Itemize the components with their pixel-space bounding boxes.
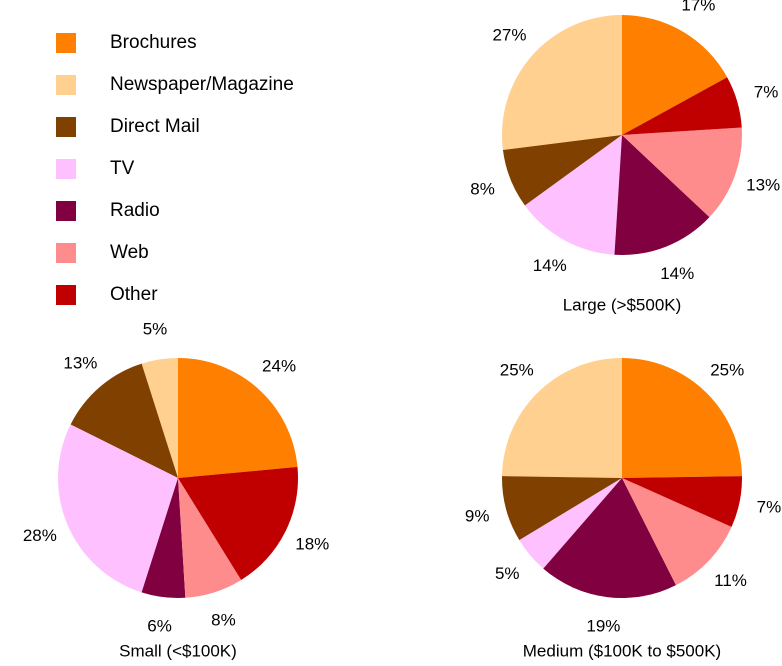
- chart-title: Small (<$100K): [119, 641, 237, 660]
- legend-swatch: [56, 33, 76, 53]
- data-label: 18%: [295, 534, 329, 553]
- data-label: 19%: [586, 616, 620, 635]
- legend-swatch: [56, 159, 76, 179]
- pie-slice: [502, 135, 622, 206]
- pie-slice: [70, 363, 178, 478]
- pie-slice: [622, 478, 732, 586]
- data-label: 25%: [500, 361, 534, 380]
- data-label: 17%: [681, 0, 715, 14]
- legend-swatch: [56, 117, 76, 137]
- legend-swatch: [56, 285, 76, 305]
- legend-swatch: [56, 243, 76, 263]
- pie-slice: [178, 466, 298, 581]
- pie-slice: [141, 358, 178, 478]
- data-label: 5%: [143, 319, 168, 338]
- data-label: 11%: [714, 571, 747, 590]
- pie-slice: [622, 358, 742, 478]
- data-label: 14%: [660, 264, 694, 283]
- legend-label: Radio: [110, 200, 160, 221]
- legend-swatch: [56, 201, 76, 221]
- data-label: 14%: [533, 256, 567, 275]
- pie-slice: [502, 476, 622, 541]
- data-label: 27%: [492, 25, 526, 44]
- pie-slice: [502, 358, 622, 478]
- pie-slice: [622, 127, 742, 218]
- data-label: 8%: [470, 180, 495, 199]
- chart-title: Large (>$500K): [563, 295, 682, 314]
- data-label: 8%: [211, 610, 236, 629]
- pie-slice: [519, 478, 622, 569]
- pie-slice: [614, 135, 710, 256]
- legend-label: Web: [110, 242, 149, 263]
- data-label: 7%: [757, 498, 782, 517]
- pie-slice: [543, 478, 676, 599]
- pie-slice: [178, 478, 242, 598]
- chart-title: Medium ($100K to $500K): [523, 641, 721, 660]
- pie-slice: [141, 478, 186, 598]
- data-label: 7%: [754, 83, 779, 102]
- data-label: 13%: [63, 354, 97, 373]
- pie-slice: [622, 476, 742, 527]
- pie-slice: [622, 15, 728, 135]
- data-label: 28%: [23, 526, 57, 545]
- legend-label: TV: [110, 158, 135, 179]
- pie-slice: [58, 424, 179, 593]
- legend-swatch: [56, 75, 76, 95]
- legend-label: Direct Mail: [110, 116, 200, 137]
- data-label: 13%: [746, 175, 780, 194]
- pie-slice: [622, 77, 742, 135]
- data-label: 6%: [147, 616, 172, 635]
- data-label: 24%: [262, 357, 296, 376]
- legend-label: Other: [110, 284, 158, 305]
- data-label: 9%: [465, 507, 490, 526]
- pie-slice: [524, 135, 622, 255]
- pie-slice: [501, 15, 622, 151]
- pie-slice: [178, 358, 298, 478]
- data-label: 25%: [710, 361, 744, 380]
- legend-label: Brochures: [110, 32, 197, 53]
- legend-label: Newspaper/Magazine: [110, 74, 294, 95]
- data-label: 5%: [495, 564, 520, 583]
